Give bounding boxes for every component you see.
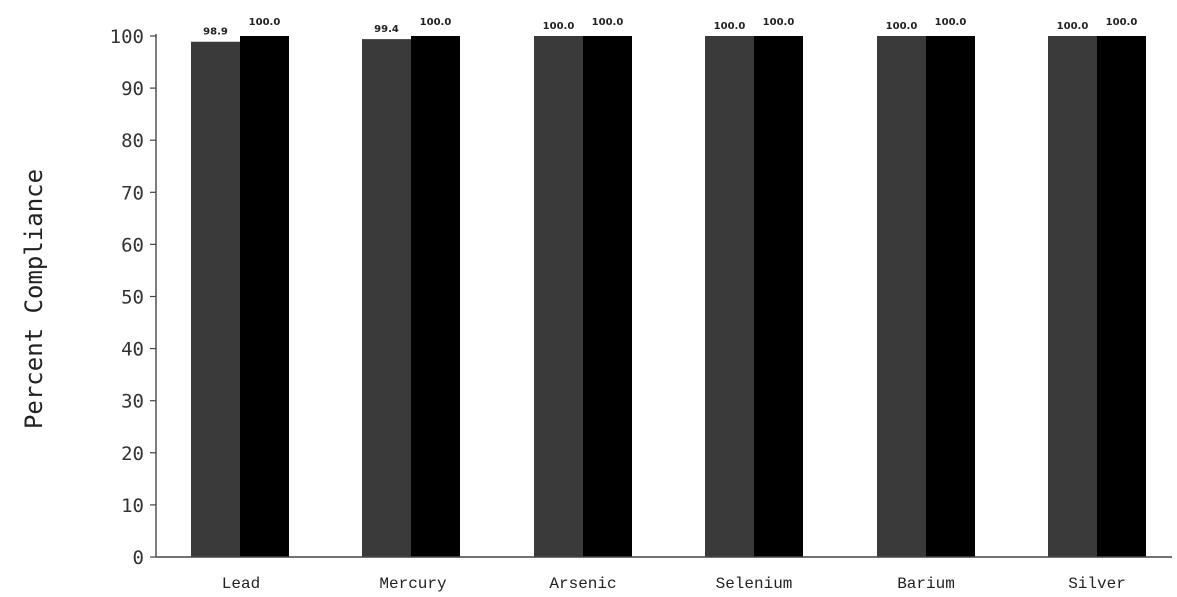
data-label: 100.0 <box>1106 17 1138 28</box>
bar-arsenic-series-1 <box>534 36 583 557</box>
y-tick-label: 80 <box>121 130 144 152</box>
data-label: 100.0 <box>592 17 624 28</box>
y-tick-label: 40 <box>121 339 144 361</box>
bar-mercury-series-1 <box>362 39 411 558</box>
data-label: 98.9 <box>203 27 228 38</box>
y-tick-label: 0 <box>133 547 144 569</box>
bar-mercury-series-2 <box>411 36 460 557</box>
data-label: 100.0 <box>935 17 967 28</box>
bar-lead-series-2 <box>240 36 289 557</box>
y-axis-ticks: 0 10 20 30 40 50 60 70 80 90 100 <box>110 26 156 569</box>
bar-silver-series-2 <box>1097 36 1146 557</box>
y-tick-label: 60 <box>121 234 144 256</box>
data-label: 100.0 <box>763 17 795 28</box>
bar-lead-series-1 <box>191 41 240 557</box>
y-tick-label: 20 <box>121 443 144 465</box>
bar-silver-series-1 <box>1048 36 1097 557</box>
data-label: 100.0 <box>886 21 918 32</box>
category-label: Mercury <box>379 575 447 593</box>
data-label: 100.0 <box>249 17 281 28</box>
data-labels-group: 98.9 100.0 99.4 100.0 100.0 100.0 100.0 100.0 10… <box>203 17 1137 38</box>
y-tick-label: 90 <box>121 78 144 100</box>
y-tick-label: 100 <box>110 26 144 48</box>
bar-selenium-series-1 <box>705 36 754 557</box>
bar-barium-series-1 <box>877 36 926 557</box>
bars-group <box>191 36 1146 558</box>
category-label: Barium <box>897 575 955 593</box>
y-tick-label: 50 <box>121 287 144 309</box>
data-label: 100.0 <box>714 21 746 32</box>
data-label: 100.0 <box>543 21 575 32</box>
category-label: Lead <box>222 575 260 593</box>
y-tick-label: 70 <box>121 182 144 204</box>
bar-barium-series-2 <box>926 36 975 557</box>
y-tick-label: 30 <box>121 391 144 413</box>
y-axis-label: Percent Compliance <box>20 169 48 429</box>
category-label: Selenium <box>716 575 793 593</box>
y-tick-label: 10 <box>121 495 144 517</box>
category-label: Silver <box>1068 575 1126 593</box>
bar-arsenic-series-2 <box>583 36 632 557</box>
data-label: 100.0 <box>420 17 452 28</box>
data-label: 100.0 <box>1057 21 1089 32</box>
bar-selenium-series-2 <box>754 36 803 557</box>
category-labels-group: Lead Mercury Arsenic Selenium Barium Silver <box>222 575 1126 593</box>
data-label: 99.4 <box>374 24 399 35</box>
category-label: Arsenic <box>549 575 616 593</box>
